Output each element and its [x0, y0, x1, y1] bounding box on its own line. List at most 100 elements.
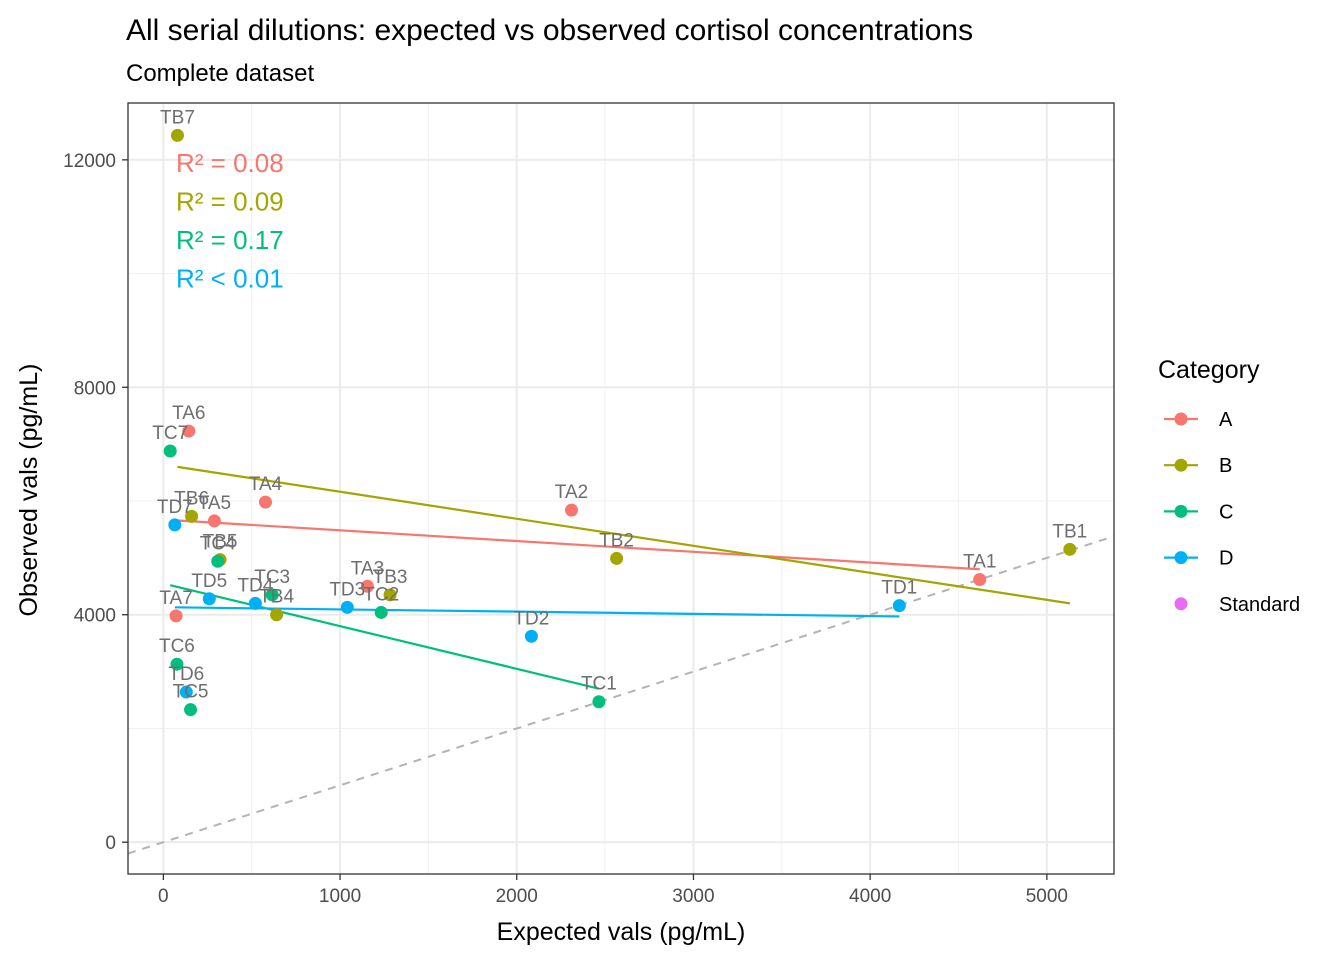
- point-tb4: [270, 608, 284, 622]
- y-tick-label: 8000: [74, 378, 116, 399]
- point-label-tb3: TB3: [373, 567, 408, 588]
- legend: Category A B C D Standard: [1158, 356, 1300, 616]
- legend-item-standard: Standard: [1174, 594, 1300, 616]
- point-tb2: [610, 551, 624, 565]
- x-tick-label: 4000: [849, 886, 891, 907]
- chart-subtitle: Complete dataset: [126, 60, 314, 87]
- y-tick-label: 4000: [74, 606, 116, 627]
- point-label-ta1: TA1: [963, 551, 996, 572]
- point-label-td4: TD4: [237, 575, 273, 596]
- legend-label: D: [1219, 548, 1233, 570]
- x-tick-label: 5000: [1026, 886, 1068, 907]
- legend-key-point: [1174, 597, 1188, 611]
- point-label-ta5: TA5: [198, 493, 231, 514]
- y-tick-label: 0: [105, 833, 116, 854]
- legend-key-point: [1174, 412, 1188, 426]
- point-label-td1: TD1: [881, 578, 917, 599]
- legend-label: B: [1219, 455, 1232, 477]
- y-axis-title: Observed vals (pg/mL): [15, 364, 43, 617]
- plot-content: TA1TA2TA3TA4TA5TA6TA7TB1TB2TB3TB4TB5TB6T…: [128, 107, 1114, 855]
- point-tc5: [184, 703, 198, 717]
- point-label-tc7: TC7: [152, 423, 188, 444]
- r2-annotation-a: R² = 0.08: [176, 148, 284, 178]
- x-tick-label: 3000: [672, 886, 714, 907]
- point-label-tc2: TC2: [363, 584, 399, 605]
- point-label-tc1: TC1: [581, 674, 617, 695]
- point-label-tb4: TB4: [259, 587, 294, 608]
- r2-annotation-c: R² = 0.17: [176, 225, 284, 255]
- identity-line: [128, 535, 1114, 855]
- point-label-td3: TD3: [329, 579, 365, 600]
- point-tc2: [374, 605, 388, 619]
- legend-label: Standard: [1219, 594, 1300, 616]
- x-tick-label: 0: [158, 886, 169, 907]
- point-label-tc5: TC5: [173, 682, 209, 703]
- legend-item-b: B: [1164, 455, 1232, 477]
- point-ta2: [565, 503, 579, 517]
- legend-key-point: [1174, 458, 1188, 472]
- fit-line-a: [175, 519, 980, 571]
- point-tc1: [592, 695, 606, 709]
- fit-line-b: [177, 465, 1070, 605]
- r2-annotation-b: R² = 0.09: [176, 187, 284, 217]
- point-td7: [168, 518, 182, 532]
- point-tc4: [211, 554, 225, 568]
- point-label-tb1: TB1: [1052, 521, 1087, 542]
- point-label-ta3: TA3: [351, 558, 384, 579]
- point-ta3: [360, 579, 374, 593]
- legend-key-point: [1174, 551, 1188, 565]
- legend-label: A: [1219, 409, 1233, 431]
- point-ta6: [182, 424, 196, 438]
- panel-background: [128, 103, 1114, 874]
- point-tc6: [170, 657, 184, 671]
- x-tick-label: 2000: [496, 886, 538, 907]
- point-label-ta2: TA2: [555, 482, 588, 503]
- x-tick-label: 1000: [319, 886, 361, 907]
- point-label-ta4: TA4: [249, 474, 283, 495]
- chart-title: All serial dilutions: expected vs observ…: [126, 14, 973, 47]
- point-label-ta7: TA7: [159, 588, 192, 609]
- y-axis: 0 4000 8000 12000: [63, 151, 128, 854]
- point-td1: [892, 599, 906, 613]
- point-label-tb6: TB6: [174, 488, 209, 509]
- legend-label: C: [1219, 501, 1233, 523]
- point-tc3: [265, 588, 279, 602]
- point-td3: [340, 600, 354, 614]
- point-label-td6: TD6: [168, 664, 204, 685]
- point-label-td5: TD5: [191, 571, 227, 592]
- x-axis: 0 1000 2000 3000 4000 5000: [158, 874, 1068, 907]
- panel-border: [127, 102, 1115, 875]
- point-ta1: [973, 572, 987, 586]
- legend-title: Category: [1158, 356, 1260, 384]
- point-label-tb5: TB5: [203, 532, 238, 553]
- point-tb1: [1063, 542, 1077, 556]
- point-label-tb7: TB7: [160, 107, 195, 128]
- point-label-td7: TD7: [157, 497, 193, 518]
- point-td2: [524, 629, 538, 643]
- point-ta5: [207, 514, 221, 528]
- point-label-tc6: TC6: [159, 636, 195, 657]
- fit-line-d: [174, 606, 900, 618]
- plot-panel: TA1TA2TA3TA4TA5TA6TA7TB1TB2TB3TB4TB5TB6T…: [127, 102, 1115, 875]
- point-label-td2: TD2: [513, 608, 549, 629]
- point-ta4: [258, 495, 272, 509]
- legend-item-a: A: [1164, 409, 1233, 431]
- x-axis-title: Expected vals (pg/mL): [497, 918, 746, 946]
- y-tick-label: 12000: [63, 151, 116, 172]
- fit-line-c: [169, 584, 600, 690]
- point-td4: [248, 596, 262, 610]
- point-ta7: [169, 609, 183, 623]
- point-tb6: [185, 509, 199, 523]
- legend-item-d: D: [1164, 548, 1233, 570]
- point-label-tc3: TC3: [254, 567, 290, 588]
- point-tb7: [170, 128, 184, 142]
- point-label-ta6: TA6: [172, 403, 205, 424]
- point-td6: [179, 685, 193, 699]
- legend-key-point: [1174, 504, 1188, 518]
- point-label-tc4: TC4: [200, 533, 236, 554]
- point-tb3: [383, 588, 397, 602]
- r2-annotation-d: R² < 0.01: [176, 264, 284, 294]
- legend-item-c: C: [1164, 501, 1233, 523]
- point-tc7: [163, 444, 177, 458]
